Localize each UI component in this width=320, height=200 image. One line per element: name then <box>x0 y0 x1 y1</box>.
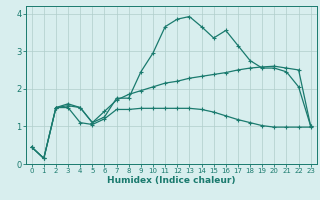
X-axis label: Humidex (Indice chaleur): Humidex (Indice chaleur) <box>107 176 236 185</box>
